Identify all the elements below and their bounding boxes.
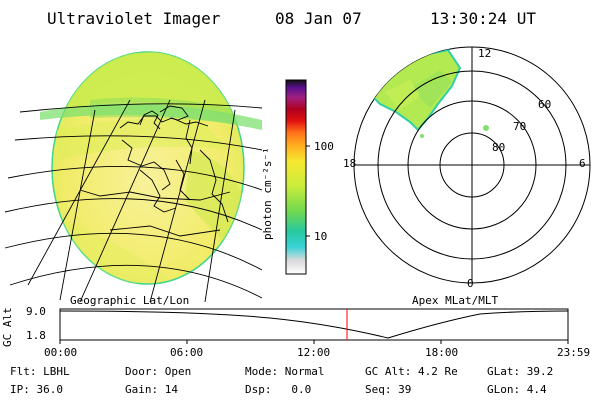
graticule [4, 99, 262, 302]
mlt-label-12: 12 [478, 47, 492, 60]
mlat-label-80: 80 [492, 141, 506, 154]
y-tick-9: 9.0 [26, 305, 46, 318]
colorbar-unit-label: photon cm⁻²s⁻¹ [261, 147, 274, 240]
colorbar-gradient [285, 79, 307, 275]
x-tick-1200: 12:00 [297, 346, 331, 359]
gc-alt-axis-label: GC Alt [1, 307, 14, 347]
colorbar-tick-10: 10 [314, 230, 328, 243]
y-tick-1-8: 1.8 [26, 329, 46, 342]
x-tick-2359: 23:59 [557, 346, 591, 359]
coastlines [79, 105, 231, 237]
polar-plot [353, 46, 591, 284]
mlat-label-70: 70 [513, 120, 527, 133]
x-tick-1800: 18:00 [425, 346, 459, 359]
glat-readout: GLat: 39.2 [487, 365, 554, 378]
altitude-curve [59, 310, 569, 339]
time-readout: 13:30:24 UT [430, 9, 536, 28]
x-tick-0000: 00:00 [44, 346, 78, 359]
mode-readout: Mode: Normal [245, 365, 325, 378]
filter-readout: Flt: LBHL [10, 365, 70, 378]
instrument-title: Ultraviolet Imager [47, 9, 221, 28]
mlt-label-0: 0 [467, 277, 474, 290]
seq-readout: Seq: 39 [365, 383, 412, 396]
timeline-plot [59, 308, 569, 344]
gain-readout: Gain: 14 [125, 383, 178, 396]
door-readout: Door: Open [125, 365, 192, 378]
geographic-label: Geographic Lat/Lon [70, 294, 190, 307]
mlt-label-18: 18 [343, 157, 357, 170]
oval-spot [483, 125, 489, 131]
apex-label: Apex MLat/MLT [412, 294, 499, 307]
glon-readout: GLon: 4.4 [487, 383, 547, 396]
ip-readout: IP: 36.0 [10, 383, 63, 396]
earth-disk-panel [4, 51, 262, 302]
dsp-readout: Dsp: 0.0 [245, 383, 312, 396]
gc-alt-readout: GC Alt: 4.2 Re [365, 365, 458, 378]
colorbar-tick-100: 100 [314, 140, 334, 153]
date-readout: 08 Jan 07 [275, 9, 362, 28]
colorbar [285, 79, 310, 275]
aurora-band [40, 103, 262, 130]
mlt-label-6: 6 [579, 157, 586, 170]
x-tick-0600: 06:00 [170, 346, 204, 359]
mlat-label-60: 60 [538, 98, 552, 111]
